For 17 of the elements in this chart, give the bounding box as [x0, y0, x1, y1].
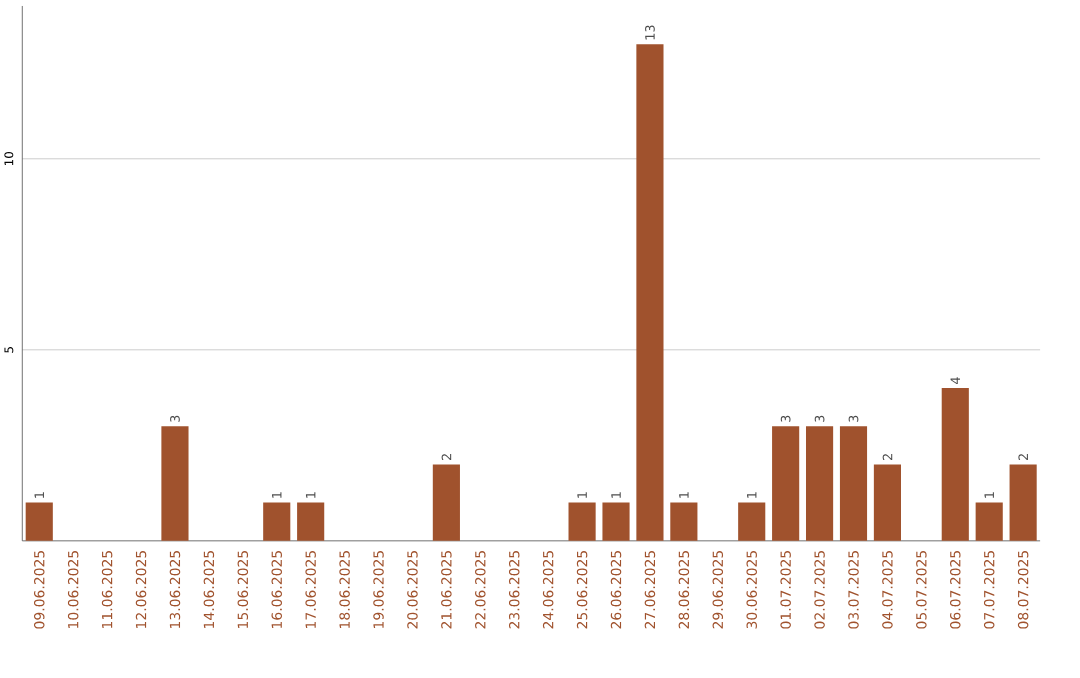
bar	[941, 387, 969, 541]
bar	[670, 502, 698, 541]
bar	[806, 425, 834, 541]
bar	[839, 425, 868, 541]
bar	[772, 425, 800, 541]
bar	[25, 502, 53, 541]
bar	[1009, 464, 1037, 541]
bar	[263, 502, 291, 541]
bar	[975, 502, 1003, 541]
bar	[568, 502, 596, 541]
bar	[432, 464, 460, 541]
bar	[873, 464, 901, 541]
bar	[161, 425, 189, 541]
bar	[738, 502, 766, 541]
bar	[297, 502, 325, 541]
bar	[636, 43, 664, 541]
bar	[602, 502, 630, 541]
